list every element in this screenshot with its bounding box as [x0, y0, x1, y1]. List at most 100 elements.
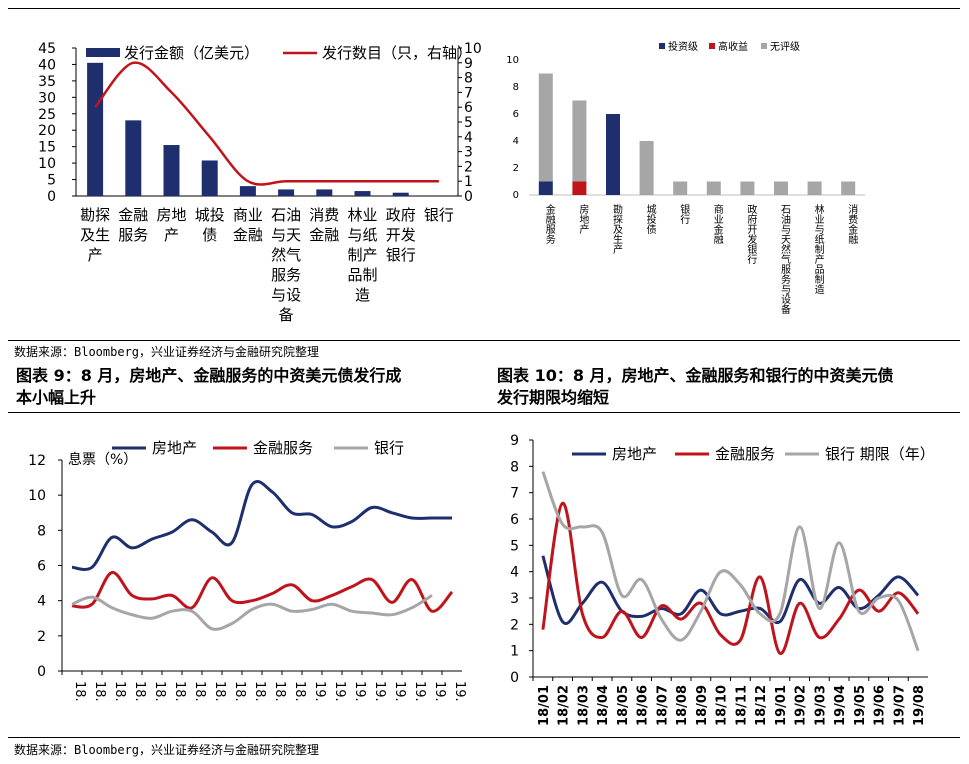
- x-tick-label: 18.: [72, 681, 87, 702]
- x-tick-label: 18/07: [655, 685, 670, 726]
- caption-10-line-1: 图表 10：8 月，房地产、金融服务和银行的中资美元债: [497, 366, 894, 385]
- category-label: 商业金融: [711, 203, 723, 245]
- category-label-part: 石油: [271, 206, 301, 224]
- category-label-part: 品制: [347, 266, 377, 284]
- bar: [125, 120, 142, 196]
- category-label-part: 产: [164, 226, 179, 244]
- category-label-part: 服务: [271, 266, 301, 284]
- x-tick-label: 18.: [172, 681, 187, 702]
- x-tick-label: 18/11: [734, 685, 749, 726]
- legend-label: 银行: [374, 439, 404, 457]
- right-tick-label: 3: [464, 145, 473, 161]
- x-tick-label: 18/01: [537, 685, 552, 726]
- x-tick-label: 19/01: [774, 685, 789, 726]
- series-line: [71, 571, 454, 613]
- chart-industry-issuance: 051015202530354045012345678910勘探及生产金融服务房…: [38, 41, 482, 324]
- stacked-bar-segment: [706, 181, 721, 195]
- category-label: 勘探及生产: [611, 204, 623, 255]
- caption-9-line-1: 图表 9：8 月，房地产、金融服务的中资美元债发行成: [16, 366, 402, 385]
- left-tick-label: 25: [38, 107, 56, 123]
- x-tick-label: 19/05: [853, 685, 868, 726]
- y-tick-label: 5: [510, 538, 519, 554]
- x-tick-label: 18/12: [754, 685, 769, 726]
- bar: [392, 192, 409, 196]
- caption-10-line-2: 发行期限均缩短: [497, 388, 610, 407]
- x-tick-label: 18.: [212, 681, 227, 702]
- left-tick-label: 20: [38, 123, 56, 139]
- caption-figure-10: 图表 10：8 月，房地产、金融服务和银行的中资美元债 发行期限均缩短: [497, 365, 962, 409]
- x-tick-label: 19.: [352, 681, 367, 702]
- series-line: [71, 594, 433, 631]
- category-label-part: 服务: [118, 226, 148, 244]
- stacked-bar-segment: [639, 141, 654, 195]
- legend-label: 金融服务: [715, 445, 775, 463]
- stacked-bar-segment: [572, 181, 587, 195]
- y-axis-title: 息票（%）: [68, 451, 137, 468]
- x-tick-label: 18/09: [695, 685, 710, 726]
- caption-figure-9: 图表 9：8 月，房地产、金融服务的中资美元债发行成 本小幅上升: [16, 365, 486, 409]
- category-label-part: 金融: [309, 226, 339, 244]
- y-tick-label: 0: [37, 664, 46, 680]
- y-tick-label: 7: [510, 486, 519, 502]
- bar: [239, 186, 256, 196]
- category-label: 金融服务: [543, 203, 555, 245]
- series-line-count: [94, 61, 439, 186]
- y-tick-label: 0: [513, 190, 519, 201]
- y-tick-label: 4: [510, 565, 519, 581]
- category-label-part: 与天: [271, 226, 301, 244]
- legend-label: 银行 期限（年）: [825, 445, 935, 463]
- category-label-part: 与设: [271, 286, 301, 304]
- left-tick-label: 45: [38, 41, 56, 57]
- category-label-part: 及生: [80, 226, 110, 244]
- legend-label: 房地产: [152, 439, 197, 457]
- category-label-part: 金融: [233, 226, 263, 244]
- category-label: 林业与纸制产品制造: [812, 203, 824, 294]
- legend-swatch: [659, 43, 665, 49]
- x-tick-label: 18.: [192, 681, 207, 702]
- left-tick-label: 5: [47, 173, 56, 189]
- series-line: [541, 501, 920, 655]
- right-tick-label: 8: [464, 71, 473, 87]
- x-tick-label: 18/10: [715, 685, 730, 726]
- x-tick-label: 19/04: [833, 685, 848, 726]
- category-label-part: 消费: [309, 206, 339, 224]
- series-line: [541, 471, 920, 652]
- category-label-part: 城投: [195, 206, 225, 224]
- category-label-part: 银行: [424, 206, 454, 224]
- category-label-part: 金融: [118, 206, 148, 224]
- right-tick-label: 4: [464, 130, 473, 146]
- right-tick-label: 0: [464, 189, 473, 205]
- category-label-part: 银行: [386, 246, 416, 264]
- x-tick-label: 19.: [312, 681, 327, 702]
- category-label: 银行: [678, 203, 690, 225]
- category-label-part: 房地: [156, 206, 186, 224]
- stacked-bar-segment: [841, 181, 856, 195]
- y-tick-label: 6: [513, 109, 519, 120]
- x-tick-label: 19.: [372, 681, 387, 702]
- legend-label: 无评级: [770, 41, 800, 53]
- x-tick-label: 19.: [432, 681, 447, 702]
- x-tick-label: 18/03: [576, 685, 591, 726]
- category-label-part: 勘探: [80, 206, 110, 224]
- y-tick-label: 8: [510, 459, 519, 475]
- category-label-part: 政府: [386, 206, 416, 224]
- source-note-bottom: 数据来源：Bloomberg，兴业证券经济与金融研究院整理: [14, 743, 320, 757]
- right-tick-label: 1: [464, 174, 473, 190]
- bar: [316, 189, 333, 196]
- category-label: 城投债: [195, 206, 225, 244]
- category-label-part: 林业: [347, 206, 377, 224]
- bottom-rule: [8, 737, 960, 738]
- category-label: 石油与天然气服务与设备: [271, 206, 301, 324]
- bar: [201, 160, 218, 196]
- y-tick-label: 2: [513, 163, 519, 174]
- x-tick-label: 19.: [332, 681, 347, 702]
- category-label: 城投债: [644, 204, 656, 235]
- legend-label: 房地产: [612, 445, 657, 463]
- y-tick-label: 12: [28, 453, 46, 469]
- category-label-part: 商业: [233, 206, 263, 224]
- x-tick-label: 18.: [132, 681, 147, 702]
- bar: [278, 189, 295, 196]
- y-tick-label: 4: [37, 594, 46, 610]
- x-tick-label: 19/08: [912, 685, 927, 726]
- stacked-bar-segment: [538, 181, 553, 195]
